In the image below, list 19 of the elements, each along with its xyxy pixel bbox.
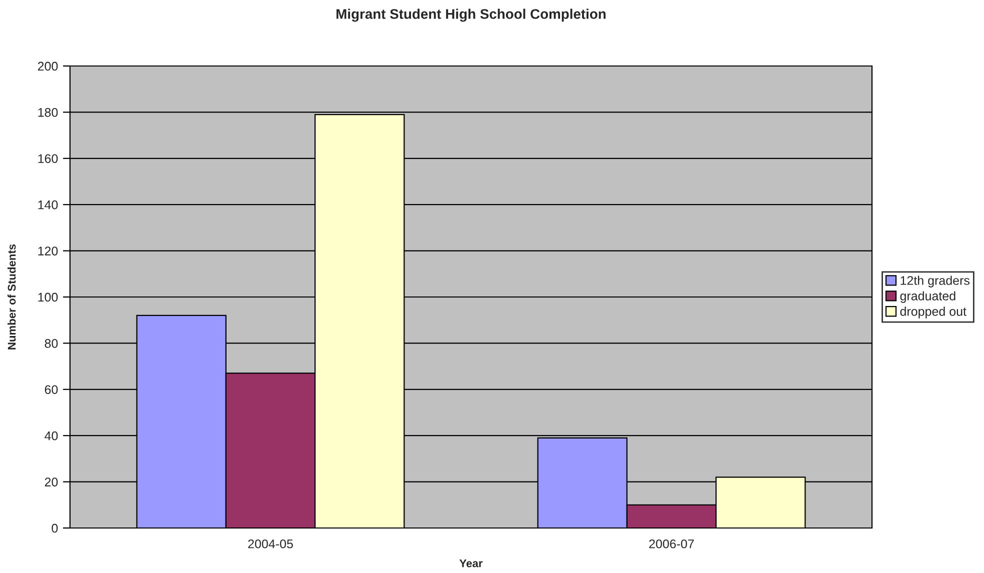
x-tick-label: 2004-05 xyxy=(248,539,293,548)
y-tick-label: 200 xyxy=(38,62,58,71)
y-tick-label: 60 xyxy=(44,385,58,394)
y-tick-label: 0 xyxy=(52,524,58,533)
chart-title: Migrant Student High School Completion xyxy=(336,8,606,22)
y-tick-label: 120 xyxy=(38,246,58,256)
y-tick-label: 140 xyxy=(38,200,58,210)
y-tick-label: 80 xyxy=(44,339,58,348)
legend-label: 12th graders xyxy=(900,276,970,288)
y-tick-label: 180 xyxy=(38,108,58,117)
y-tick-label: 20 xyxy=(44,478,58,486)
legend-label: graduated xyxy=(900,291,956,303)
x-tick-label: 2006-07 xyxy=(649,539,694,548)
y-tick-label: 100 xyxy=(38,292,58,302)
y-tick-label: 40 xyxy=(44,431,58,440)
y-axis-title: Number of Students xyxy=(8,244,16,350)
x-axis-title: Year xyxy=(459,560,483,568)
y-tick-label: 160 xyxy=(38,154,58,164)
legend-label: dropped out xyxy=(900,306,966,318)
